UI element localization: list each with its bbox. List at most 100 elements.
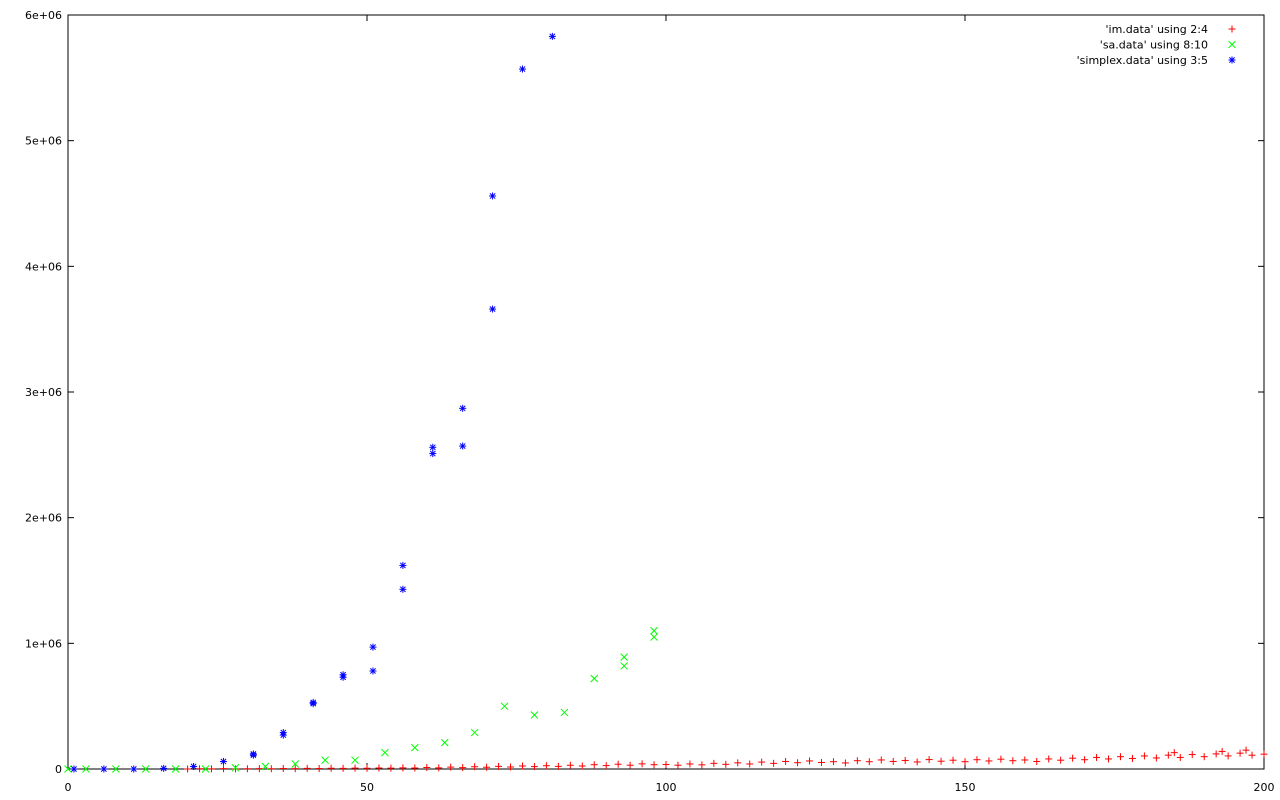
data-point — [339, 764, 347, 772]
data-point — [566, 761, 574, 769]
y-tick-label: 0 — [55, 763, 62, 776]
data-point — [877, 756, 885, 764]
data-point — [196, 765, 204, 773]
data-point — [985, 757, 993, 765]
data-point — [1152, 754, 1160, 762]
data-point — [949, 756, 957, 764]
data-point — [650, 633, 658, 641]
data-point — [530, 711, 539, 719]
data-point — [315, 764, 323, 772]
data-point — [770, 759, 778, 767]
data-point — [1212, 750, 1220, 758]
x-tick-label: 0 — [65, 781, 72, 794]
data-point — [1116, 753, 1124, 761]
data-point — [1069, 754, 1077, 762]
data-point — [1033, 757, 1041, 765]
data-point — [507, 763, 515, 771]
data-point — [70, 765, 78, 773]
data-point — [1105, 755, 1113, 763]
data-point — [722, 760, 730, 768]
data-point — [620, 653, 628, 662]
data-point — [782, 757, 790, 765]
data-point — [261, 762, 270, 771]
data-point — [303, 764, 311, 772]
data-point — [1200, 753, 1208, 761]
legend-label: 'sa.data' using 8:10 — [1100, 39, 1208, 52]
data-point — [841, 759, 849, 767]
data-point — [794, 759, 802, 767]
data-point — [500, 702, 509, 711]
data-point — [411, 764, 419, 772]
legend-marker — [1228, 40, 1236, 49]
series-1 — [184, 746, 1268, 773]
data-point — [1188, 751, 1196, 759]
data-point — [327, 764, 335, 772]
data-point — [817, 758, 825, 766]
data-point — [889, 757, 897, 765]
data-point — [429, 450, 437, 458]
data-point — [141, 765, 150, 773]
legend-marker — [1228, 56, 1236, 64]
data-point — [1021, 756, 1029, 764]
data-point — [459, 404, 467, 412]
data-point — [219, 757, 227, 765]
series-layer — [64, 32, 1268, 773]
x-tick-label: 150 — [955, 781, 976, 794]
data-point — [82, 765, 90, 773]
data-point — [1140, 752, 1148, 760]
series-2 — [64, 626, 658, 773]
data-point — [746, 760, 754, 768]
legend-label: 'simplex.data' using 3:5 — [1077, 54, 1208, 67]
data-point — [662, 760, 670, 768]
data-point — [219, 765, 227, 773]
data-point — [1081, 756, 1089, 764]
y-tick-label: 4e+06 — [25, 260, 62, 273]
data-point — [973, 756, 981, 764]
data-point — [447, 763, 455, 771]
data-point — [1176, 753, 1184, 761]
data-point — [435, 764, 443, 772]
data-point — [483, 763, 491, 771]
data-point — [255, 765, 263, 773]
data-point — [650, 626, 658, 635]
data-point — [674, 761, 682, 769]
x-tick-label: 200 — [1254, 781, 1275, 794]
data-point — [602, 762, 610, 770]
data-point — [231, 763, 240, 772]
data-point — [495, 762, 503, 770]
data-point — [190, 762, 198, 770]
data-point — [470, 728, 479, 737]
data-point — [208, 765, 216, 773]
data-point — [399, 585, 407, 593]
data-point — [291, 765, 299, 773]
data-point — [590, 761, 598, 769]
data-point — [578, 762, 586, 770]
data-point — [410, 743, 419, 752]
data-point — [548, 32, 556, 40]
data-point — [243, 765, 251, 773]
x-tick-label: 50 — [360, 781, 374, 794]
y-tick-label: 5e+06 — [25, 135, 62, 148]
data-point — [1218, 747, 1226, 755]
data-point — [590, 674, 599, 683]
legend-marker — [1228, 25, 1236, 33]
y-tick-label: 6e+06 — [25, 9, 62, 22]
x-tick-label: 100 — [656, 781, 677, 794]
data-point — [399, 764, 407, 772]
data-point — [1260, 750, 1268, 758]
data-point — [1242, 746, 1250, 754]
data-point — [351, 764, 359, 772]
data-point — [853, 757, 861, 765]
data-point — [291, 760, 300, 768]
data-point — [1170, 749, 1178, 757]
data-point — [650, 761, 658, 769]
data-point — [1248, 751, 1256, 759]
data-point — [1224, 752, 1232, 760]
data-point — [184, 765, 192, 773]
data-point — [961, 758, 969, 766]
data-point — [1164, 751, 1172, 759]
data-point — [440, 738, 449, 747]
data-point — [710, 759, 718, 767]
data-point — [489, 192, 497, 200]
legend: 'im.data' using 2:4 'sa.data' using 8:10 '… — [1077, 23, 1236, 67]
